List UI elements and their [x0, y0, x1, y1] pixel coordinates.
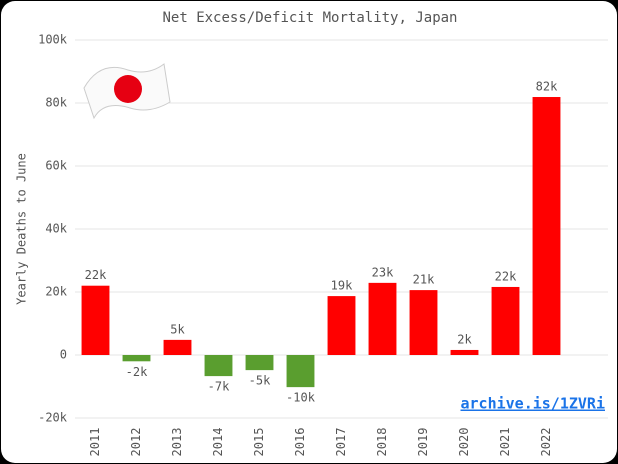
y-tick-label: 80k — [45, 96, 67, 110]
bar — [491, 286, 520, 355]
value-label: 22k — [85, 268, 107, 282]
x-tick-label: 2021 — [498, 428, 512, 457]
value-label: -2k — [126, 365, 148, 379]
x-tick-label: 2012 — [129, 428, 143, 457]
bar — [450, 349, 479, 355]
value-label: -10k — [286, 391, 316, 405]
x-tick-label: 2018 — [375, 428, 389, 457]
y-tick-label: 20k — [45, 285, 67, 299]
bar — [532, 97, 561, 355]
value-label: 2k — [457, 332, 472, 346]
y-tick-label: -20k — [38, 411, 68, 425]
value-label: 82k — [536, 80, 558, 94]
x-tick-label: 2019 — [416, 428, 430, 457]
value-label: 23k — [372, 265, 394, 279]
y-tick-label: 40k — [45, 222, 67, 236]
y-tick-label: 60k — [45, 159, 67, 173]
x-tick-label: 2011 — [88, 428, 102, 457]
y-tick-label: 100k — [38, 33, 68, 47]
y-tick-label: 0 — [60, 348, 67, 362]
value-label: 19k — [331, 279, 353, 293]
bar — [368, 282, 397, 355]
value-label: -5k — [249, 374, 271, 388]
x-tick-label: 2016 — [293, 428, 307, 457]
x-tick-label: 2022 — [539, 428, 553, 457]
source-link[interactable]: archive.is/1ZVRi — [461, 395, 606, 413]
y-axis-label: Yearly Deaths to June — [15, 153, 29, 305]
bar — [245, 355, 274, 371]
value-label: 22k — [495, 269, 517, 283]
bar — [409, 290, 438, 355]
bar — [81, 285, 110, 355]
flag — [83, 63, 171, 120]
x-tick-label: 2013 — [170, 428, 184, 457]
value-label: -7k — [208, 380, 230, 394]
bar — [204, 355, 233, 377]
bar — [327, 296, 356, 355]
x-tick-label: 2015 — [252, 428, 266, 457]
bar — [163, 339, 192, 355]
chart-title: Net Excess/Deficit Mortality, Japan — [162, 10, 457, 26]
value-label: 21k — [413, 273, 435, 287]
x-tick-label: 2014 — [211, 428, 225, 457]
bar — [122, 355, 151, 362]
bar — [286, 355, 315, 388]
x-tick-label: 2017 — [334, 428, 348, 457]
x-tick-label: 2020 — [457, 428, 471, 457]
value-label: 5k — [170, 322, 185, 336]
